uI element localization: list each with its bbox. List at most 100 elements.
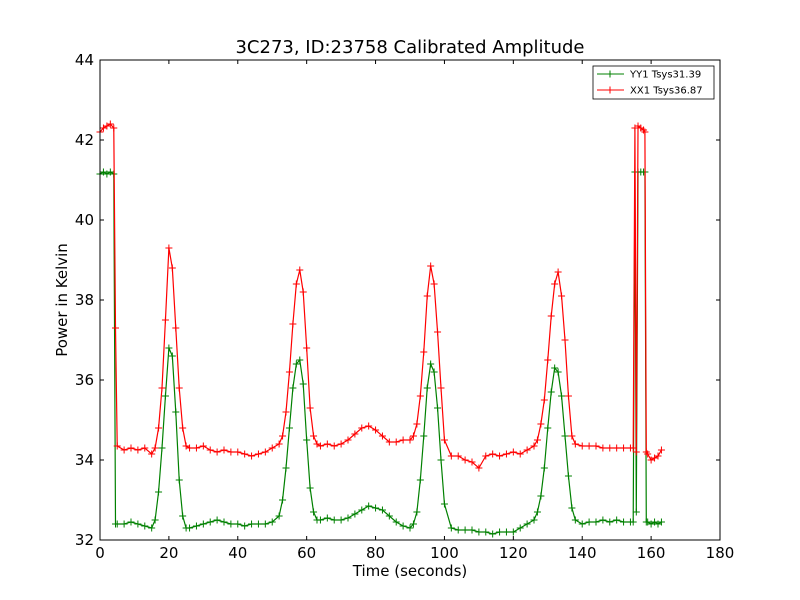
ticks-layer: 0 20 40 60 80 100 120 140 160 180 32 34 36 38 40 42 44 <box>75 51 734 562</box>
series-0-point <box>578 520 586 528</box>
series-0-point <box>337 516 345 524</box>
series-0-point <box>420 432 428 440</box>
series-1-point <box>416 392 424 400</box>
series-0-point <box>406 524 414 532</box>
series-1-point <box>303 344 311 352</box>
series-0-point <box>268 518 276 526</box>
series-1-point <box>629 444 637 452</box>
x-tick-label-1: 20 <box>159 544 178 562</box>
series-1-point <box>161 316 169 324</box>
series-1-point <box>551 280 559 288</box>
series-1-point <box>392 438 400 446</box>
series-0-point <box>296 356 304 364</box>
series-1-point <box>468 458 476 466</box>
series-1-point <box>544 356 552 364</box>
series-1-point <box>168 264 176 272</box>
series-0-point <box>179 512 187 520</box>
series-1-point <box>406 436 414 444</box>
series-1-point <box>537 420 545 428</box>
series-0-point <box>227 520 235 528</box>
series-0-point <box>299 380 307 388</box>
series-1-point <box>502 450 510 458</box>
series-0-point <box>234 520 242 528</box>
series-0-point <box>292 360 300 368</box>
series-0-point <box>482 528 490 536</box>
series-0-point <box>365 502 373 510</box>
legend-box <box>592 65 715 100</box>
series-0-point <box>544 424 552 432</box>
series-0-point <box>120 520 128 528</box>
x-tick-label-8: 160 <box>637 544 666 562</box>
series-1-point <box>461 456 469 464</box>
series-0-point <box>564 472 572 480</box>
series-1-point <box>306 404 314 412</box>
series-0-point <box>127 518 135 526</box>
chart-title: 3C273, ID:23758 Calibrated Amplitude <box>235 37 584 58</box>
series-0-point <box>155 488 163 496</box>
series-1-point <box>571 440 579 448</box>
series-1-point <box>186 444 194 452</box>
series-0-point <box>285 424 293 432</box>
series-1 <box>96 120 665 472</box>
series-1-point <box>172 324 180 332</box>
series-1-point <box>372 426 380 434</box>
series-0-point <box>220 518 228 526</box>
series-0-point <box>151 516 159 524</box>
series-1-point <box>427 262 435 270</box>
series-1-point <box>330 442 338 450</box>
series-1-point <box>323 440 331 448</box>
series-0-point <box>423 384 431 392</box>
series-0-point <box>551 364 559 372</box>
series-0-point <box>606 518 614 526</box>
y-tick-label-0: 32 <box>75 531 94 549</box>
series-0-point <box>279 496 287 504</box>
series-1-point <box>561 336 569 344</box>
series-0-point <box>592 518 600 526</box>
series-0-point <box>547 388 555 396</box>
series-1-point <box>540 396 548 404</box>
series-1-point <box>110 124 118 132</box>
series-1-point <box>113 442 121 450</box>
legend-label-yy1: YY1 Tsys31.39 <box>629 70 701 81</box>
series-0-point <box>454 526 462 534</box>
series-0-point <box>186 524 194 532</box>
series-1-point <box>434 328 442 336</box>
series-0-point <box>537 492 545 500</box>
series-0-point <box>378 506 386 514</box>
y-tick-label-4: 40 <box>75 211 94 229</box>
series-0-point <box>613 516 621 524</box>
series-1-point <box>568 432 576 440</box>
series-1-point <box>285 368 293 376</box>
series-0-point <box>468 526 476 534</box>
series-1-point <box>440 436 448 444</box>
series-1-point <box>275 440 283 448</box>
series-0-point <box>282 464 290 472</box>
series-1-point <box>365 422 373 430</box>
series-1-point <box>530 442 538 450</box>
series-1-point <box>148 450 156 458</box>
series-0-point <box>141 522 149 530</box>
series-0-point <box>344 514 352 522</box>
series-1-point <box>420 348 428 356</box>
series-1-point <box>227 448 235 456</box>
series-layer <box>96 120 665 538</box>
series-1-point <box>165 244 173 252</box>
series-1-point <box>351 430 359 438</box>
series-0-point <box>585 518 593 526</box>
series-0-point <box>620 518 628 526</box>
series-0-point <box>427 360 435 368</box>
series-1-point <box>289 320 297 328</box>
series-0-point <box>440 500 448 508</box>
series-0-point <box>134 520 142 528</box>
series-1-point <box>310 432 318 440</box>
series-0-point <box>192 522 200 530</box>
series-1-point <box>112 324 119 332</box>
series-1-point <box>496 452 504 460</box>
series-0-point <box>358 506 366 514</box>
series-0-point <box>385 512 393 520</box>
x-tick-label-6: 120 <box>499 544 528 562</box>
series-1-point <box>158 384 166 392</box>
series-1-point <box>268 444 276 452</box>
series-1-point <box>578 442 586 450</box>
